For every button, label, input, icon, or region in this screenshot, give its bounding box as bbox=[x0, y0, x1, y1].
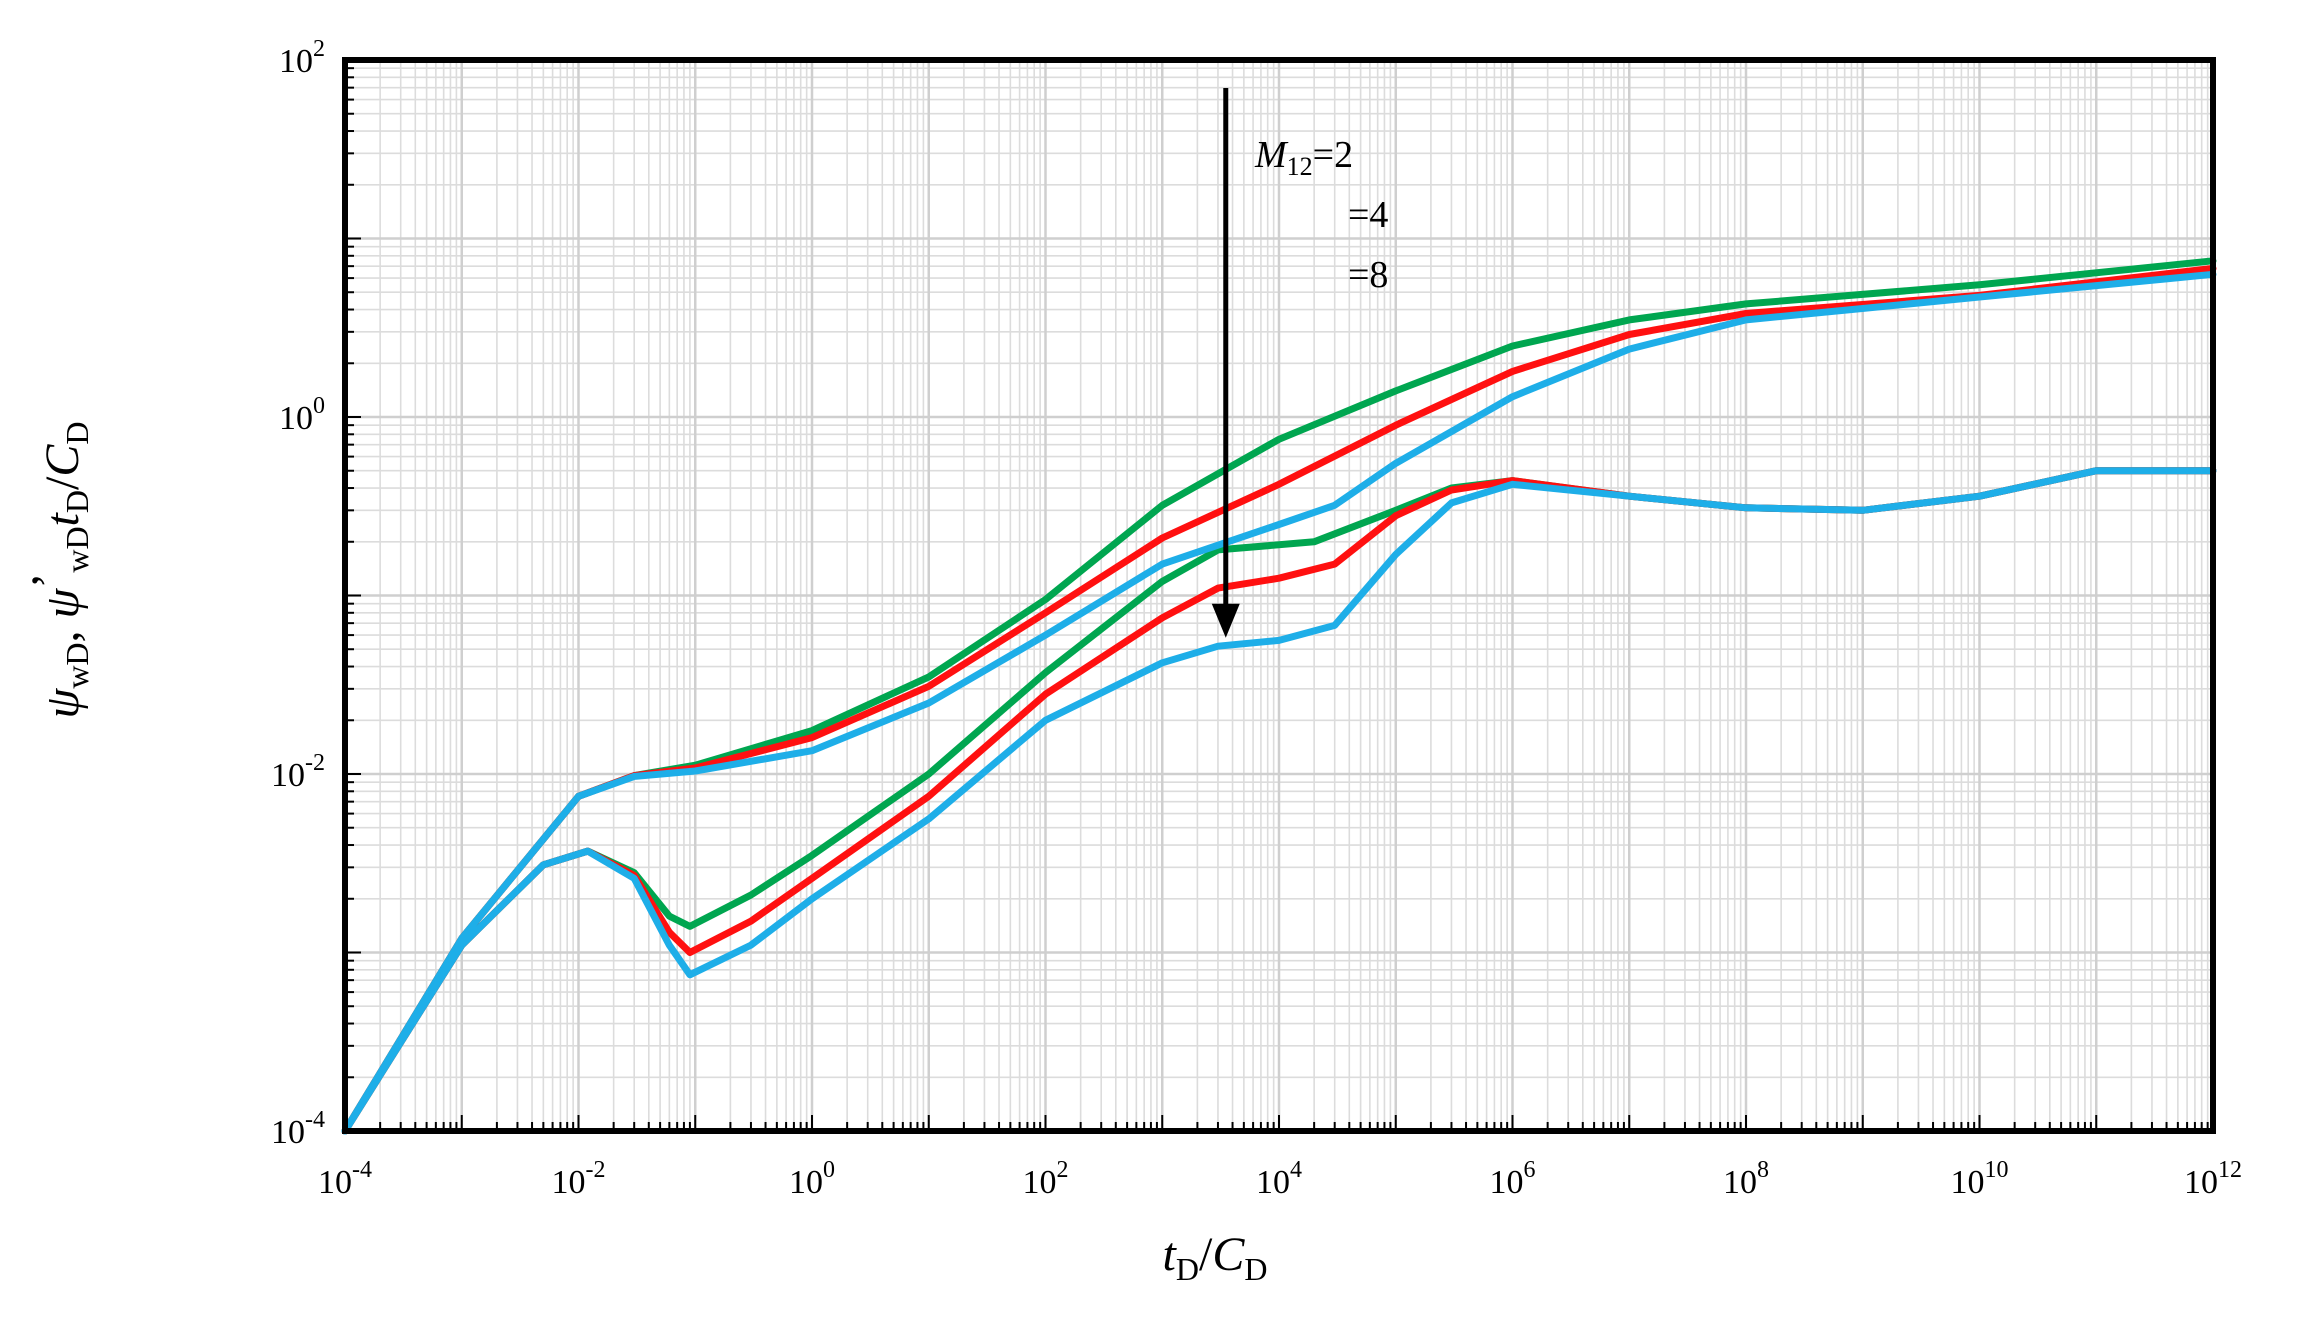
y-tick-label-3: 102 bbox=[279, 36, 325, 80]
x-tick-label-1: 10-2 bbox=[552, 1157, 606, 1201]
x-tick-label-4: 104 bbox=[1256, 1157, 1302, 1201]
y-tick-label-1: 10-2 bbox=[271, 750, 325, 794]
x-tick-label-6: 108 bbox=[1723, 1157, 1769, 1201]
series-line-5 bbox=[341, 467, 2217, 1135]
y-axis-title: ψwD, ψ’wDtD/CD bbox=[22, 422, 95, 719]
axis-ticks bbox=[344, 67, 2209, 1132]
x-tick-label-0: 10-4 bbox=[318, 1157, 372, 1201]
y-tick-label-2: 100 bbox=[279, 393, 325, 437]
x-tick-label-3: 102 bbox=[1023, 1157, 1069, 1201]
annotation: M12=2 =4 =8 bbox=[1211, 88, 1388, 638]
y-tick-label-0: 10-4 bbox=[271, 1107, 325, 1151]
annotation-label-2: =8 bbox=[1348, 254, 1388, 296]
x-tick-label-7: 1010 bbox=[1951, 1157, 2009, 1201]
x-tick-label-8: 1012 bbox=[2184, 1157, 2242, 1201]
annotation-label-0: =2 bbox=[1313, 134, 1353, 176]
annotation-m12-label: M12=2 bbox=[1254, 134, 1353, 181]
series-line-4 bbox=[341, 270, 2217, 1135]
series-layer bbox=[341, 257, 2217, 1135]
annotation-m-sub: 12 bbox=[1287, 152, 1313, 181]
annotation-label-1: =4 bbox=[1348, 194, 1388, 236]
x-tick-labels: 10-4 10-2 100 102 104 106 108 1010 1012 bbox=[318, 1157, 2242, 1201]
annotation-m: M bbox=[1254, 134, 1289, 176]
x-tick-label-2: 100 bbox=[789, 1157, 835, 1201]
annotation-arrow-head bbox=[1211, 603, 1240, 638]
x-axis-title: tD/CD bbox=[1163, 1228, 1268, 1287]
x-tick-label-5: 106 bbox=[1490, 1157, 1536, 1201]
y-tick-labels: 10-4 10-2 100 102 bbox=[271, 36, 325, 1151]
